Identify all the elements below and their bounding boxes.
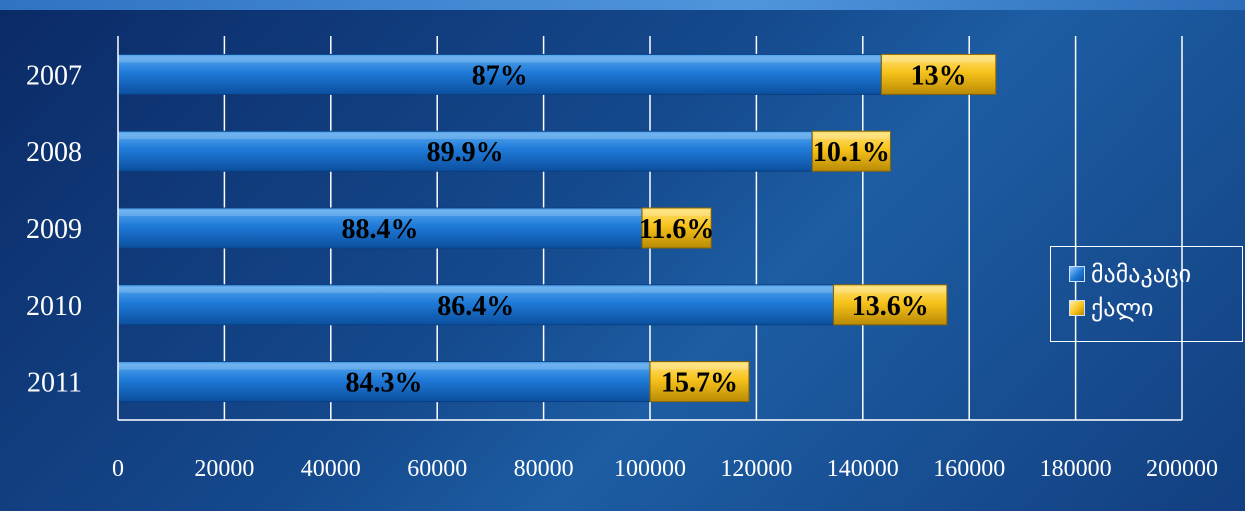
gridlines: [223, 36, 1183, 420]
top-accent-band: [0, 0, 1245, 10]
y-category-label: 2007: [26, 60, 82, 91]
axes: 0 20000 40000 60000 80000 100000 120000 140000 1…: [26, 36, 1218, 482]
bar-female-highlight: [813, 133, 890, 140]
x-tick-label: 40000: [301, 456, 361, 482]
bar-female: [833, 284, 948, 326]
bar-male: [117, 361, 651, 403]
bar-female: [641, 207, 712, 249]
data-label: 84.3%: [346, 368, 423, 399]
labels: 87% 13% 89.9% 10.1% 88.4% 11.6% 86.4% 13.6% 84.3…: [342, 60, 967, 398]
x-tick-label: 160000: [933, 456, 1005, 482]
bar-female-highlight: [882, 56, 995, 63]
legend-item-male: მამაკაცი: [1069, 257, 1242, 291]
bar-female: [649, 361, 750, 403]
bar-female: [811, 130, 891, 172]
x-tick-label: 180000: [1040, 456, 1112, 482]
bar-male-highlight: [119, 363, 649, 370]
x-tick-label: 60000: [407, 456, 467, 482]
x-tick-label: 120000: [720, 456, 792, 482]
y-category-label: 2009: [26, 214, 82, 245]
data-label: 11.6%: [639, 214, 714, 245]
legend-swatch-male: [1069, 266, 1085, 282]
bar-female-highlight: [834, 286, 946, 293]
bar-female: [880, 53, 997, 95]
bar-female-highlight: [643, 210, 711, 216]
bar-male: [117, 284, 835, 326]
bar-male-highlight: [119, 56, 881, 63]
x-tick-label: 200000: [1146, 456, 1218, 482]
bar-male-highlight: [119, 133, 812, 140]
legend: მამაკაცი ქალი: [1050, 246, 1243, 342]
data-label: 89.9%: [427, 137, 504, 168]
x-tick-label: 80000: [514, 456, 574, 482]
bar-female-highlight: [651, 363, 748, 370]
data-label: 15.7%: [661, 368, 738, 399]
data-label: 10.1%: [813, 137, 890, 168]
legend-item-female: ქალი: [1069, 291, 1242, 325]
x-tick-label: 140000: [827, 456, 899, 482]
data-label: 86.4%: [437, 291, 514, 322]
y-category-label: 2010: [26, 291, 82, 322]
bar-male-highlight: [119, 210, 642, 216]
x-tick-label: 0: [112, 456, 124, 482]
data-label: 13.6%: [852, 291, 929, 322]
x-tick-label: 100000: [614, 456, 686, 482]
x-tick-label: 20000: [194, 456, 254, 482]
bar-male: [117, 207, 643, 249]
bars: [117, 53, 997, 403]
data-label: 88.4%: [342, 214, 419, 245]
data-label: 87%: [472, 60, 528, 91]
legend-label-female: ქალი: [1091, 294, 1154, 322]
legend-label-male: მამაკაცი: [1091, 260, 1192, 288]
bar-male-highlight: [119, 286, 833, 293]
legend-swatch-female: [1069, 300, 1085, 316]
y-category-label: 2011: [27, 368, 82, 399]
data-label: 13%: [911, 60, 967, 91]
y-category-label: 2008: [26, 137, 82, 168]
